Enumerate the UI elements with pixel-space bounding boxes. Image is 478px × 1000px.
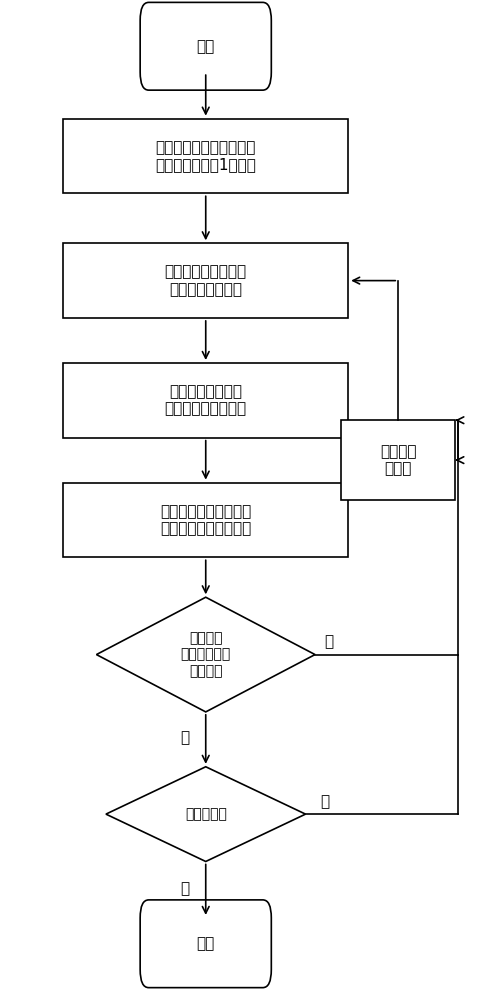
Text: 结束: 结束	[196, 936, 215, 951]
Text: 是: 是	[180, 881, 189, 896]
Text: 开始: 开始	[196, 39, 215, 54]
Bar	[63, 483, 348, 557]
Bar	[63, 119, 348, 193]
Text: 是否循环末: 是否循环末	[185, 807, 227, 821]
Polygon shape	[106, 767, 305, 861]
Bar	[341, 420, 455, 500]
Text: 计算堆芯各燃耗区
燃耗步平均燃耗矩阵: 计算堆芯各燃耗区 燃耗步平均燃耗矩阵	[165, 384, 247, 416]
Bar	[63, 243, 348, 318]
Text: 否: 否	[325, 634, 334, 649]
Text: 基于三棱柱空间网格
堆芯中子输运计算: 基于三棱柱空间网格 堆芯中子输运计算	[165, 264, 247, 297]
FancyBboxPatch shape	[140, 900, 272, 988]
Bar	[63, 363, 348, 438]
Text: 开始下一
燃耗步: 开始下一 燃耗步	[380, 444, 416, 476]
FancyBboxPatch shape	[140, 2, 272, 90]
Text: 否: 否	[320, 794, 329, 809]
Text: 各燃耗区
核子密度向量
是否收敛: 各燃耗区 核子密度向量 是否收敛	[181, 631, 231, 678]
Text: 将循环长度划分为若干个
燃耗步，开始第1燃耗步: 将循环长度划分为若干个 燃耗步，开始第1燃耗步	[155, 140, 256, 172]
Text: 基于切比雪夫有理近似
进行各燃耗区燃耗计算: 基于切比雪夫有理近似 进行各燃耗区燃耗计算	[160, 504, 251, 536]
Text: 是: 是	[180, 730, 189, 745]
Polygon shape	[97, 597, 315, 712]
